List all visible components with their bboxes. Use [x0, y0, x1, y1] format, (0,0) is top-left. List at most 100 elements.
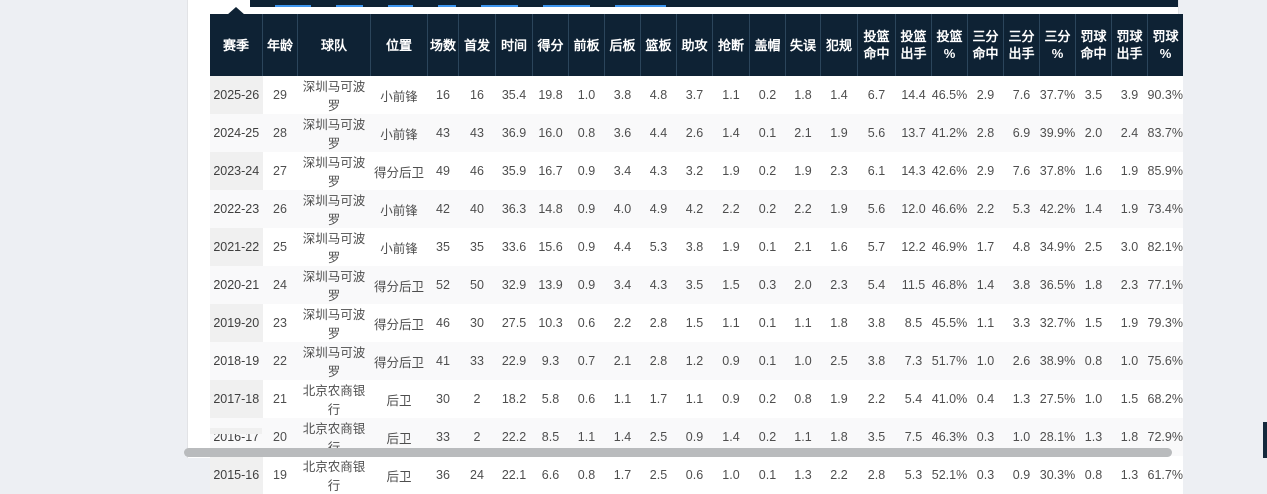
- tab-underline-indicator: [543, 5, 590, 7]
- stat-cell: 0.2: [749, 190, 786, 228]
- stat-cell: 5.4: [857, 266, 896, 304]
- stat-cell: 深圳马可波罗: [297, 304, 371, 342]
- column-header: 抢断: [712, 14, 750, 76]
- stat-cell: 10.3: [532, 304, 569, 342]
- stat-cell: 3.4: [604, 152, 641, 190]
- stat-cell: 30: [458, 304, 496, 342]
- stat-cell: 41.2%: [931, 114, 968, 152]
- stat-cell: 1.9: [1111, 152, 1148, 190]
- stat-cell: 0.2: [749, 152, 786, 190]
- stat-cell: 0.6: [568, 380, 605, 418]
- column-header: 盖帽: [749, 14, 786, 76]
- stat-cell: 35: [427, 228, 459, 266]
- stat-cell: 0.9: [568, 228, 605, 266]
- stat-cell: 3.6: [604, 114, 641, 152]
- stat-cell: 2.5: [640, 456, 677, 494]
- stat-cell: 0.9: [568, 152, 605, 190]
- stat-cell: 1.1: [604, 380, 641, 418]
- horizontal-scrollbar-thumb[interactable]: [184, 448, 1172, 457]
- stat-cell: 深圳马可波罗: [297, 190, 371, 228]
- stat-cell: 7.6: [1003, 152, 1040, 190]
- stat-cell: 6.6: [532, 456, 569, 494]
- stat-cell: 1.0: [785, 342, 821, 380]
- player-season-stats-table: 赛季 年龄 球队 位置 场数 首发 时间 得分 前板 后板 篮板 助攻 抢断 盖帽 失误 犯规 投篮 命中 投篮 出手…: [210, 14, 1183, 494]
- stat-cell: 1.9: [1111, 190, 1148, 228]
- stat-cell: 19: [262, 456, 298, 494]
- stat-cell: 小前锋: [370, 228, 428, 266]
- stat-cell: 32.9: [495, 266, 533, 304]
- column-header: 得分: [532, 14, 569, 76]
- stat-cell: 43: [458, 114, 496, 152]
- column-header: 助攻: [676, 14, 713, 76]
- table-row: 2024-25 28 深圳马可波罗 小前锋 43 43 36.9 16.0 0.8 3.6 4.4 2…: [210, 114, 1183, 152]
- stat-cell: 深圳马可波罗: [297, 342, 371, 380]
- stat-cell: 1.1: [785, 304, 821, 342]
- stat-cell: 0.1: [749, 456, 786, 494]
- stat-cell: 36.5%: [1039, 266, 1076, 304]
- stat-cell: 1.7: [967, 228, 1004, 266]
- stat-cell: 3.0: [1111, 228, 1148, 266]
- stat-cell: 0.1: [749, 228, 786, 266]
- column-header: 投篮 命中: [857, 14, 896, 76]
- stat-cell: 北京农商银行: [297, 380, 371, 418]
- column-header: 位置: [370, 14, 428, 76]
- stat-cell: 1.9: [712, 228, 750, 266]
- stat-cell: 0.8: [1075, 456, 1112, 494]
- stat-cell: 得分后卫: [370, 342, 428, 380]
- stat-cell: 75.6%: [1147, 342, 1183, 380]
- stat-cell: 2.1: [604, 342, 641, 380]
- stat-cell: 16.0: [532, 114, 569, 152]
- column-header: 场数: [427, 14, 459, 76]
- stat-cell: 4.4: [604, 228, 641, 266]
- column-header: 后板: [604, 14, 641, 76]
- vertical-scrollbar-thumb[interactable]: [1263, 422, 1267, 458]
- stat-cell: 13.9: [532, 266, 569, 304]
- stat-cell: 25: [262, 228, 298, 266]
- column-header: 赛季: [210, 14, 263, 76]
- stat-cell: 5.7: [857, 228, 896, 266]
- stat-cell: 北京农商银行: [297, 456, 371, 494]
- stat-cell: 深圳马可波罗: [297, 266, 371, 304]
- tab-underline-indicator: [336, 5, 363, 7]
- stat-cell: 0.8: [568, 456, 605, 494]
- stat-cell: 1.9: [1111, 304, 1148, 342]
- stat-cell: 3.8: [857, 342, 896, 380]
- stat-cell: 77.1%: [1147, 266, 1183, 304]
- table-row: 2025-26 29 深圳马可波罗 小前锋 16 16 35.4 19.8 1.0 3.8 4.8 3…: [210, 76, 1183, 114]
- stat-cell: 1.7: [640, 380, 677, 418]
- stat-cell: 42.6%: [931, 152, 968, 190]
- stat-cell: 3.8: [1003, 266, 1040, 304]
- stat-cell: 0.8: [568, 114, 605, 152]
- stat-cell: 3.9: [1111, 76, 1148, 114]
- stat-cell: 83.7%: [1147, 114, 1183, 152]
- stat-cell: 27.5: [495, 304, 533, 342]
- tab-underline-indicator: [275, 5, 311, 7]
- stat-cell: 50: [458, 266, 496, 304]
- stat-cell: 26: [262, 190, 298, 228]
- stat-cell: 2.8: [967, 114, 1004, 152]
- stat-cell: 6.1: [857, 152, 896, 190]
- stat-cell: 13.7: [895, 114, 932, 152]
- stat-cell: 0.9: [568, 190, 605, 228]
- stat-cell: 7.6: [1003, 76, 1040, 114]
- stat-cell: 1.2: [676, 342, 713, 380]
- stat-cell: 46.9%: [931, 228, 968, 266]
- stat-cell: 3.8: [857, 304, 896, 342]
- stat-cell: 5.6: [857, 190, 896, 228]
- season-cell: 2018-19: [210, 342, 263, 380]
- stat-cell: 0.7: [568, 342, 605, 380]
- season-cell: 2024-25: [210, 114, 263, 152]
- stat-cell: 2.8: [640, 342, 677, 380]
- stat-cell: 1.9: [820, 114, 858, 152]
- stat-cell: 9.3: [532, 342, 569, 380]
- stat-cell: 35: [458, 228, 496, 266]
- column-header: 时间: [495, 14, 533, 76]
- stat-cell: 14.3: [895, 152, 932, 190]
- stat-cell: 0.6: [568, 304, 605, 342]
- stat-cell: 2.9: [967, 152, 1004, 190]
- tab-underline-indicator: [388, 5, 413, 7]
- stat-cell: 小前锋: [370, 190, 428, 228]
- stat-cell: 5.3: [640, 228, 677, 266]
- stat-cell: 19.8: [532, 76, 569, 114]
- stat-cell: 0.9: [712, 342, 750, 380]
